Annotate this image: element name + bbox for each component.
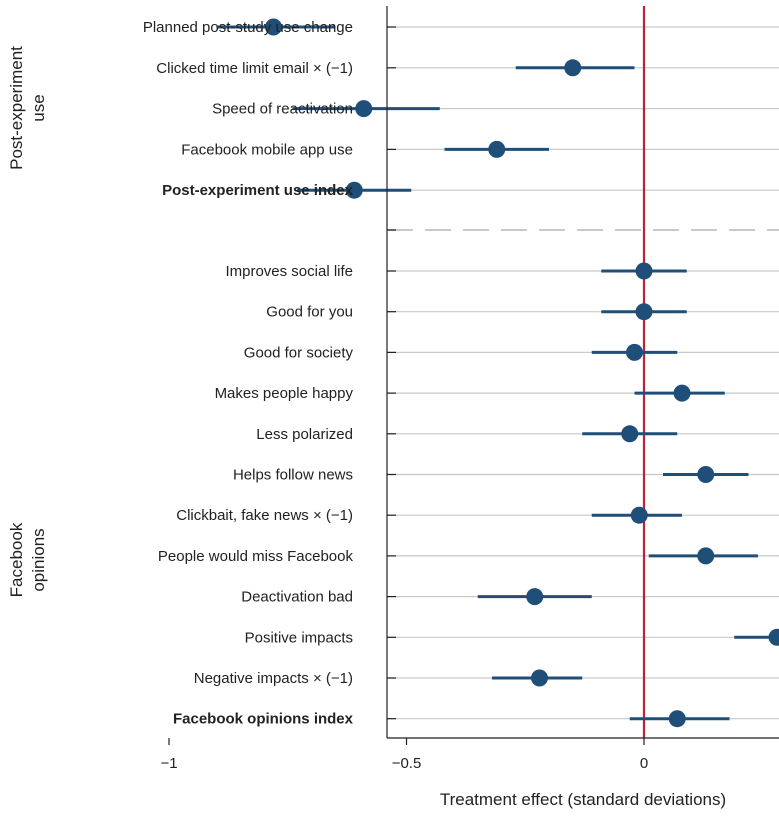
row-label: Planned post-study use change xyxy=(143,19,353,36)
point-estimate xyxy=(621,425,639,443)
point-estimate xyxy=(531,669,548,687)
point-estimate xyxy=(265,18,282,36)
row-label: Speed of reactivation xyxy=(212,101,353,118)
row-label: Post-experiment use index xyxy=(162,182,354,199)
row-label: Deactivation bad xyxy=(241,589,353,606)
row-label: Improves social life xyxy=(225,263,353,280)
group-title: Post-experiment xyxy=(7,46,26,170)
point-estimate xyxy=(355,100,373,118)
row-label: Helps follow news xyxy=(233,467,353,484)
x-tick-label: −1 xyxy=(160,755,177,772)
row-label: Positive impacts xyxy=(245,629,353,646)
row-label: Clicked time limit email × (−1) xyxy=(156,60,353,77)
group-title: use xyxy=(29,94,48,121)
confidence-intervals xyxy=(216,25,779,721)
row-label: Facebook opinions index xyxy=(173,711,354,728)
x-axis: −1−0.500.5Treatment effect (standard dev… xyxy=(160,6,779,809)
x-axis-title: Treatment effect (standard deviations) xyxy=(440,790,726,809)
point-estimate xyxy=(697,466,715,483)
group-title: opinions xyxy=(29,528,48,591)
point-estimate xyxy=(626,343,643,361)
row-labels: Planned post-study use change Clicked tim… xyxy=(143,19,354,728)
point-estimate xyxy=(697,547,715,565)
x-tick-label: −0.5 xyxy=(392,755,422,772)
x-tick-label: 0 xyxy=(640,755,648,772)
row-label: Facebook mobile app use xyxy=(181,141,353,158)
group-title: Facebook xyxy=(7,522,26,597)
point-estimate xyxy=(635,262,653,280)
point-estimates xyxy=(265,18,779,728)
row-label: Less polarized xyxy=(256,426,353,443)
point-estimate xyxy=(345,181,363,199)
point-estimate xyxy=(526,588,544,606)
point-estimate xyxy=(635,303,653,321)
point-estimate xyxy=(768,628,779,646)
row-label: Good for society xyxy=(244,344,354,361)
row-label: Makes people happy xyxy=(215,385,354,402)
gridlines xyxy=(387,26,779,720)
point-estimate xyxy=(668,710,686,728)
row-label: People would miss Facebook xyxy=(158,548,354,565)
row-label: Clickbait, fake news × (−1) xyxy=(176,507,353,524)
point-estimate xyxy=(673,384,691,402)
row-label: Negative impacts × (−1) xyxy=(194,670,353,687)
row-label: Good for you xyxy=(266,304,353,321)
point-estimate xyxy=(564,59,582,77)
group-titles: Post-experiment use Facebook opinions xyxy=(7,46,48,597)
point-estimate xyxy=(488,140,506,158)
point-estimate xyxy=(630,506,648,524)
